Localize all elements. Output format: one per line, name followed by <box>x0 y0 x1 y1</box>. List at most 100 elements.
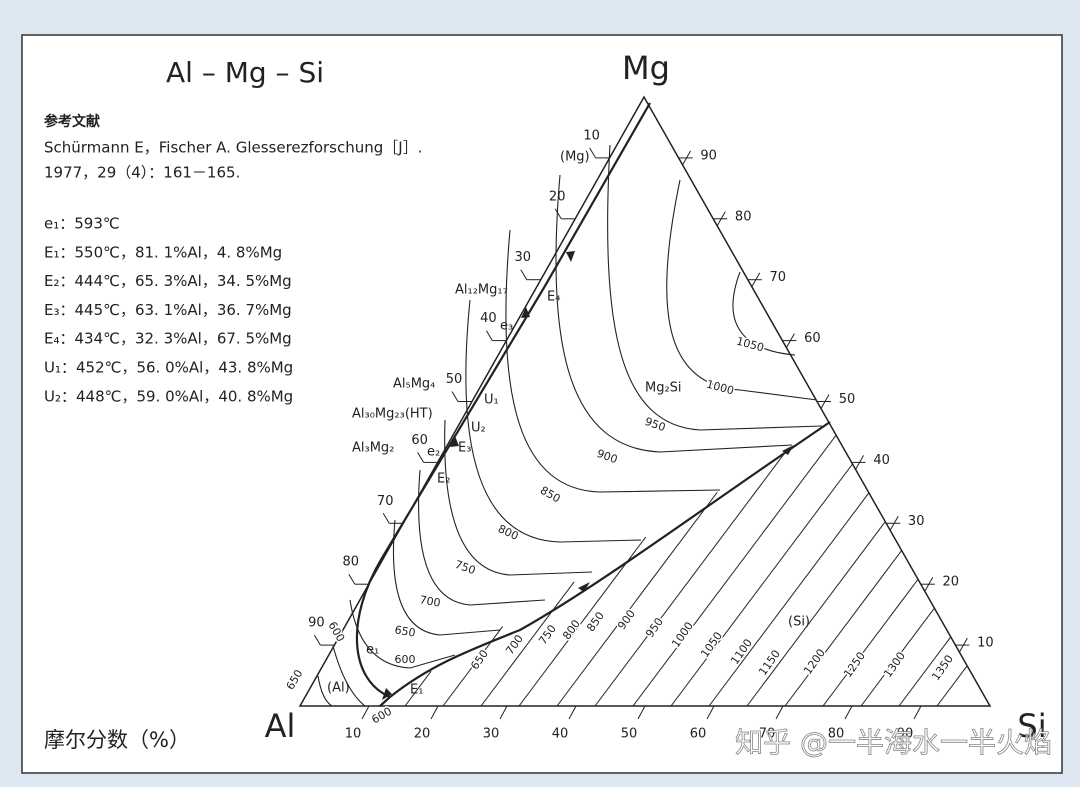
vertex-label: Al <box>265 707 296 745</box>
arrow <box>578 582 590 592</box>
phase-label: Al₁₂Mg₁₇ <box>455 283 508 298</box>
tick <box>485 330 493 341</box>
univariant-line <box>355 102 651 699</box>
isotherm <box>732 271 796 356</box>
axis-tick-label: 30 <box>483 727 500 742</box>
isotherm <box>505 229 721 493</box>
phase-label: (Mg) <box>560 150 590 165</box>
arrow <box>521 307 530 318</box>
tick <box>417 452 425 463</box>
isotherm <box>632 434 837 707</box>
isotherm <box>465 299 642 543</box>
phase-label: E₄ <box>547 290 560 305</box>
axis-tick-label: 70 <box>770 270 787 285</box>
axis-tick-label: 40 <box>552 727 569 742</box>
isotherm <box>746 521 886 707</box>
isotherm <box>860 607 935 707</box>
isotherm <box>349 599 456 669</box>
univariant-line <box>379 696 391 707</box>
phase-label: e₃ <box>500 319 513 334</box>
tick <box>520 269 528 280</box>
axis-tick-label: 80 <box>828 727 845 742</box>
axis-tick-label: 60 <box>411 433 428 448</box>
isotherm <box>594 447 790 707</box>
isotherm <box>444 419 593 576</box>
phase-label: e₁ <box>366 643 379 658</box>
tick <box>589 147 597 159</box>
axis-tick-label: 20 <box>414 727 431 742</box>
isotherm <box>317 675 333 707</box>
axis-tick-label: 90 <box>897 727 914 742</box>
axis-tick-label: 60 <box>804 331 821 346</box>
tick <box>382 513 390 524</box>
axis-tick-label: 70 <box>759 727 776 742</box>
tick <box>751 272 761 287</box>
axis-tick-label: 20 <box>549 189 566 204</box>
axis-tick-label: 50 <box>621 727 638 742</box>
isotherm <box>332 645 366 707</box>
axis-tick-label: 90 <box>700 148 717 163</box>
tick <box>430 705 439 720</box>
arrow <box>566 251 575 262</box>
phase-label: Mg₂Si <box>645 381 682 396</box>
tick <box>637 705 646 720</box>
phase-label: E₂ <box>437 472 450 487</box>
vertex-label: Si <box>1017 707 1046 745</box>
axis-tick-label: 30 <box>908 514 925 529</box>
tick <box>451 391 459 402</box>
isotherm <box>392 519 501 636</box>
tick <box>348 573 356 585</box>
axis-tick-label: 80 <box>343 555 360 570</box>
phase-label: Al₅Mg₄ <box>393 377 435 392</box>
axis-tick-label: 10 <box>583 128 600 143</box>
isotherm <box>898 636 952 707</box>
isotherm <box>936 665 968 707</box>
axis-tick-label: 70 <box>377 494 394 509</box>
reference-line: Schürmann E，Fischer A. Glesserezforschun… <box>44 139 422 157</box>
invariant-point: U₁：452℃，56. 0%Al，43. 8%Mg <box>44 359 293 377</box>
axis-tick-label: 50 <box>446 372 463 387</box>
vertex-label: Mg <box>622 49 670 87</box>
isotherm <box>607 144 823 431</box>
invariant-point: U₂：448℃，59. 0%Al，40. 8%Mg <box>44 387 293 405</box>
invariant-point: E₁：550℃，81. 1%Al，4. 8%Mg <box>44 243 282 261</box>
isotherm <box>670 463 853 707</box>
arrow <box>382 688 392 700</box>
isotherm <box>404 670 432 707</box>
phase-label: U₁ <box>484 393 499 408</box>
panel <box>21 34 1063 774</box>
isotherm <box>784 550 903 707</box>
tick <box>913 705 922 720</box>
phase-label: e₂ <box>427 445 440 460</box>
axis-tick-label: 80 <box>735 209 752 224</box>
watermark: 知乎 @一半海水一半火焰 <box>735 726 1052 759</box>
tick <box>716 211 726 227</box>
tick <box>820 394 830 409</box>
isotherm <box>480 581 575 707</box>
tick <box>855 455 865 470</box>
isotherm-label: 700 <box>419 593 442 609</box>
arrow <box>450 436 459 447</box>
tick <box>844 705 853 720</box>
axis-tick-label: 60 <box>690 727 707 742</box>
tick <box>775 705 784 720</box>
phase-label: E₁ <box>410 683 423 698</box>
axis-tick-label: 20 <box>943 575 960 590</box>
isotherm <box>666 179 818 401</box>
reference-line: 1977，29（4）：161－165. <box>44 164 240 182</box>
phase-label: (Al) <box>327 681 350 696</box>
eutectic-valley <box>389 421 831 698</box>
phase-label: Al₃Mg₂ <box>352 441 394 456</box>
axis-tick-label: 10 <box>345 727 362 742</box>
invariant-point: E₂：444℃，65. 3%Al，34. 5%Mg <box>44 272 292 290</box>
phase-label: E₃ <box>458 441 471 456</box>
isotherm <box>556 492 718 707</box>
phase-label: Al₃₀Mg₂₃(HT) <box>352 407 433 422</box>
isotherm <box>442 626 504 707</box>
isotherm <box>822 579 919 707</box>
reference-heading: 参考文献 <box>44 113 100 130</box>
isotherm-label: 600 <box>395 653 416 666</box>
tick <box>313 634 321 646</box>
axis-tick-label: 50 <box>839 392 856 407</box>
